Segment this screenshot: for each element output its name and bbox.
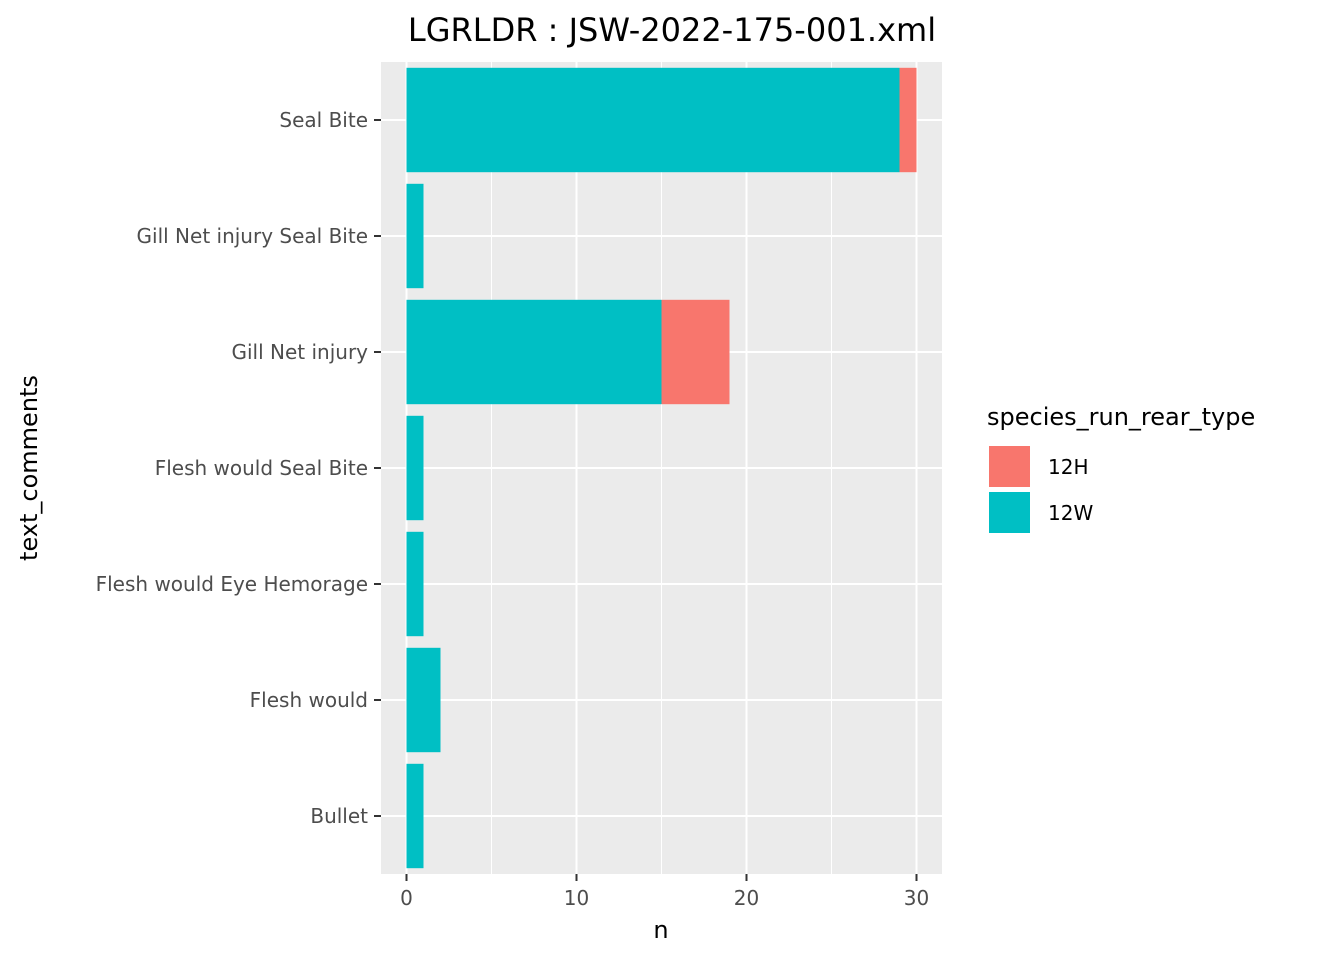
legend-key-12W xyxy=(987,490,1032,535)
y-axis: Seal Bite Gill Net injury Seal Bite Gill N… xyxy=(96,108,381,828)
legend-title: species_run_rear_type xyxy=(987,403,1255,431)
bar-12H xyxy=(899,67,917,173)
x-tick-label: 0 xyxy=(400,886,413,910)
bars xyxy=(406,67,917,869)
y-tick-label: Gill Net injury xyxy=(231,340,368,364)
bar-12W xyxy=(406,647,441,753)
legend-label-12W: 12W xyxy=(1048,501,1093,525)
legend-key-12H xyxy=(987,444,1032,489)
x-tick-label: 10 xyxy=(564,886,589,910)
y-tick-label: Flesh would xyxy=(250,688,368,712)
y-tick-label: Flesh would Seal Bite xyxy=(155,456,368,480)
y-tick-label: Flesh would Eye Hemorage xyxy=(96,572,368,596)
y-tick-label: Seal Bite xyxy=(279,108,368,132)
legend: species_run_rear_type 12H 12W xyxy=(987,403,1255,535)
y-axis-title: text_comments xyxy=(15,375,43,561)
bar-12W xyxy=(406,299,662,405)
x-axis-title: n xyxy=(653,916,668,944)
y-tick-label: Gill Net injury Seal Bite xyxy=(137,224,368,248)
bar-12H xyxy=(661,299,730,405)
legend-label-12H: 12H xyxy=(1048,455,1089,479)
bar-12W xyxy=(406,531,424,637)
x-tick-label: 20 xyxy=(734,886,759,910)
chart-title: LGRLDR : JSW-2022-175-001.xml xyxy=(408,11,936,49)
x-axis: 0 10 20 30 xyxy=(400,874,929,910)
bar-12W xyxy=(406,183,424,289)
bar-12W xyxy=(406,763,424,869)
y-tick-label: Bullet xyxy=(310,804,368,828)
x-tick-label: 30 xyxy=(904,886,929,910)
bar-12W xyxy=(406,67,900,173)
bar-12W xyxy=(406,415,424,521)
